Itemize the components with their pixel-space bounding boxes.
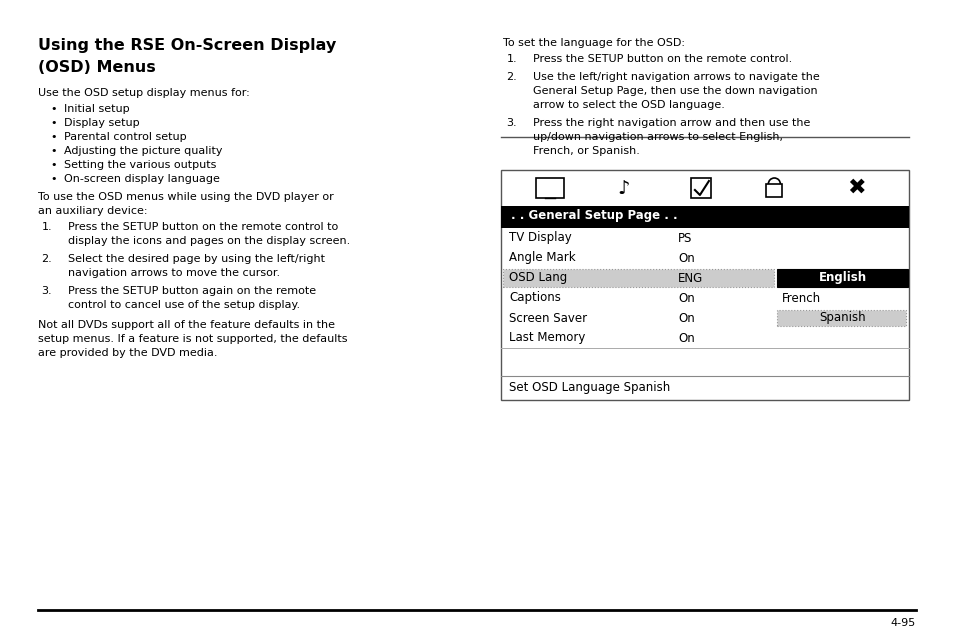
- Text: 1.: 1.: [41, 222, 52, 232]
- Bar: [502, 269, 773, 287]
- Text: 1.: 1.: [506, 54, 517, 64]
- Text: French, or Spanish.: French, or Spanish.: [533, 146, 639, 156]
- Text: Display setup: Display setup: [64, 118, 139, 128]
- Text: OSD Lang: OSD Lang: [509, 272, 567, 285]
- Text: PS: PS: [678, 232, 692, 244]
- Text: Using the RSE On-Screen Display: Using the RSE On-Screen Display: [38, 38, 335, 53]
- Text: control to cancel use of the setup display.: control to cancel use of the setup displ…: [68, 300, 300, 310]
- Text: Press the SETUP button on the remote control to: Press the SETUP button on the remote con…: [68, 222, 338, 232]
- Text: Use the left/right navigation arrows to navigate the: Use the left/right navigation arrows to …: [533, 72, 819, 82]
- Text: •: •: [50, 160, 56, 170]
- Text: Press the right navigation arrow and then use the: Press the right navigation arrow and the…: [533, 118, 809, 128]
- Bar: [690, 178, 710, 198]
- Text: •: •: [50, 118, 56, 128]
- Text: Screen Saver: Screen Saver: [509, 311, 586, 325]
- Text: •: •: [50, 174, 56, 184]
- Text: Set OSD Language Spanish: Set OSD Language Spanish: [509, 382, 670, 394]
- Text: ✖: ✖: [845, 178, 864, 198]
- Text: 2.: 2.: [506, 72, 517, 82]
- Text: Spanish: Spanish: [819, 311, 865, 325]
- Text: 4-95: 4-95: [890, 618, 915, 628]
- Text: •: •: [50, 146, 56, 156]
- Text: 3.: 3.: [506, 118, 517, 128]
- Text: •: •: [50, 132, 56, 142]
- Text: General Setup Page, then use the down navigation: General Setup Page, then use the down na…: [533, 86, 817, 96]
- Text: are provided by the DVD media.: are provided by the DVD media.: [38, 348, 217, 358]
- Bar: [776, 269, 907, 287]
- Text: setup menus. If a feature is not supported, the defaults: setup menus. If a feature is not support…: [38, 334, 347, 344]
- Text: Initial setup: Initial setup: [64, 104, 130, 114]
- Text: navigation arrows to move the cursor.: navigation arrows to move the cursor.: [68, 268, 280, 278]
- Text: TV Display: TV Display: [509, 232, 571, 244]
- Text: Angle Mark: Angle Mark: [509, 251, 575, 265]
- Text: French: French: [781, 292, 821, 304]
- Text: On-screen display language: On-screen display language: [64, 174, 219, 184]
- Text: ENG: ENG: [678, 272, 702, 285]
- Text: Setting the various outputs: Setting the various outputs: [64, 160, 216, 170]
- Text: Adjusting the picture quality: Adjusting the picture quality: [64, 146, 222, 156]
- Bar: [500, 206, 908, 228]
- Text: •: •: [50, 104, 56, 114]
- Text: Use the OSD setup display menus for:: Use the OSD setup display menus for:: [38, 88, 250, 98]
- Bar: [536, 178, 563, 198]
- Bar: [765, 184, 781, 197]
- Text: On: On: [678, 251, 694, 265]
- Text: To use the OSD menus while using the DVD player or: To use the OSD menus while using the DVD…: [38, 192, 334, 202]
- Text: Last Memory: Last Memory: [509, 332, 585, 345]
- Text: 3.: 3.: [41, 286, 52, 296]
- Text: arrow to select the OSD language.: arrow to select the OSD language.: [533, 100, 724, 110]
- Text: Not all DVDs support all of the feature defaults in the: Not all DVDs support all of the feature …: [38, 320, 335, 330]
- Text: Press the SETUP button again on the remote: Press the SETUP button again on the remo…: [68, 286, 315, 296]
- Text: Parental control setup: Parental control setup: [64, 132, 187, 142]
- Text: 2.: 2.: [41, 254, 52, 264]
- Text: Press the SETUP button on the remote control.: Press the SETUP button on the remote con…: [533, 54, 791, 64]
- Text: On: On: [678, 332, 694, 345]
- Text: On: On: [678, 311, 694, 325]
- Text: . . General Setup Page . .: . . General Setup Page . .: [511, 209, 677, 223]
- Text: On: On: [678, 292, 694, 304]
- Text: ♪: ♪: [617, 179, 629, 198]
- Text: an auxiliary device:: an auxiliary device:: [38, 206, 148, 216]
- Text: To set the language for the OSD:: To set the language for the OSD:: [502, 38, 684, 48]
- Text: display the icons and pages on the display screen.: display the icons and pages on the displ…: [68, 236, 350, 246]
- Text: Select the desired page by using the left/right: Select the desired page by using the lef…: [68, 254, 325, 264]
- Text: Captions: Captions: [509, 292, 560, 304]
- Bar: [500, 170, 908, 400]
- Text: up/down navigation arrows to select English,: up/down navigation arrows to select Engl…: [533, 132, 782, 142]
- Bar: [776, 310, 905, 326]
- Text: English: English: [818, 272, 865, 285]
- Text: (OSD) Menus: (OSD) Menus: [38, 60, 155, 75]
